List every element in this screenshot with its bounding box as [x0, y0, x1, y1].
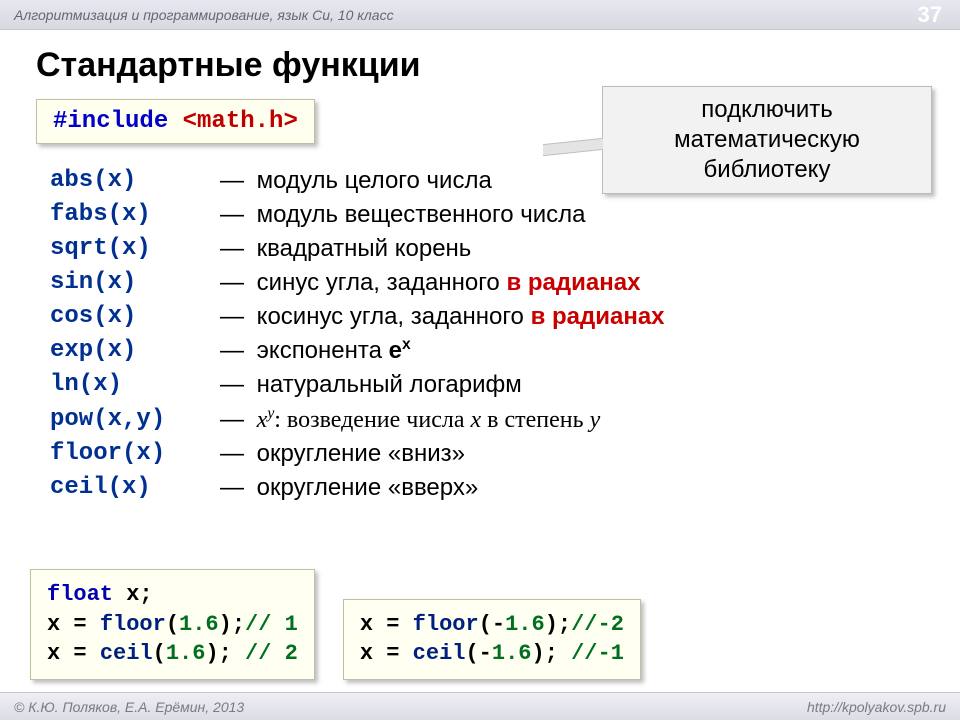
code-number: 1.6	[505, 612, 545, 637]
function-desc: модуль целого числа	[257, 167, 492, 194]
function-desc: натуральный логарифм	[257, 371, 522, 398]
code-text: );	[205, 641, 245, 666]
callout-line: подключить	[701, 96, 832, 123]
function-desc: экспонента ex	[257, 337, 411, 364]
function-list: abs(x)— модуль целого числаfabs(x)— моду…	[50, 164, 930, 505]
function-name: pow(x,y)	[50, 403, 220, 437]
function-desc: округление «вверх»	[257, 474, 479, 501]
function-name: ln(x)	[50, 368, 220, 402]
callout-line: математическую	[674, 126, 860, 153]
dash: —	[220, 337, 251, 364]
include-directive-box: #include <math.h>	[36, 99, 315, 144]
code-keyword: float	[47, 582, 113, 607]
function-desc: косинус угла, заданного в радианах	[257, 303, 665, 330]
code-text: x =	[360, 641, 413, 666]
dash: —	[220, 440, 251, 467]
callout-box: подключить математическую библиотеку	[602, 86, 932, 194]
footer-url: http://kpolyakov.spb.ru	[807, 693, 946, 721]
code-comment: //-2	[571, 612, 624, 637]
function-row: exp(x)— экспонента ex	[50, 334, 930, 368]
code-text: );	[219, 612, 245, 637]
function-name: cos(x)	[50, 300, 220, 334]
code-line: x = floor(-1.6);//-2	[360, 610, 624, 640]
dash: —	[220, 269, 251, 296]
function-row: fabs(x)— модуль вещественного числа	[50, 198, 930, 232]
slide-title: Стандартные функции	[36, 46, 930, 85]
function-name: ceil(x)	[50, 471, 220, 505]
header-subject: Алгоритмизация и программирование, язык …	[14, 7, 394, 23]
code-number: 1.6	[179, 612, 219, 637]
code-comment: // 2	[245, 641, 298, 666]
function-row: floor(x)— округление «вниз»	[50, 437, 930, 471]
function-name: abs(x)	[50, 164, 220, 198]
code-comment: //-1	[571, 641, 624, 666]
function-row: sqrt(x)— квадратный корень	[50, 232, 930, 266]
function-name: fabs(x)	[50, 198, 220, 232]
code-fn: floor	[413, 612, 479, 637]
function-row: cos(x)— косинус угла, заданного в радиан…	[50, 300, 930, 334]
code-line: x = ceil(-1.6); //-1	[360, 639, 624, 669]
function-name: floor(x)	[50, 437, 220, 471]
dash: —	[220, 406, 251, 433]
dash: —	[220, 201, 251, 228]
highlight-red: в радианах	[506, 269, 640, 296]
code-fn: floor	[100, 612, 166, 637]
code-example-right: x = floor(-1.6);//-2 x = ceil(-1.6); //-…	[343, 599, 641, 680]
code-comment: // 1	[245, 612, 298, 637]
code-example-left: float x; x = floor(1.6);// 1 x = ceil(1.…	[30, 569, 315, 680]
slide-content: Стандартные функции #include <math.h> по…	[0, 30, 960, 505]
function-desc: модуль вещественного числа	[257, 201, 586, 228]
code-text: x =	[47, 612, 100, 637]
dash: —	[220, 371, 251, 398]
code-fn: ceil	[100, 641, 153, 666]
code-text: (	[153, 641, 166, 666]
code-line: float x;	[47, 580, 298, 610]
code-number: 1.6	[492, 641, 532, 666]
footer-copyright: © К.Ю. Поляков, Е.А. Ерёмин, 2013	[14, 699, 244, 715]
code-fn: ceil	[413, 641, 466, 666]
code-text: );	[532, 641, 572, 666]
function-desc: квадратный корень	[257, 235, 472, 262]
code-text: (-	[465, 641, 491, 666]
code-text: x;	[113, 582, 153, 607]
function-row: ceil(x)— округление «вверх»	[50, 471, 930, 505]
function-name: sin(x)	[50, 266, 220, 300]
code-text: (	[166, 612, 179, 637]
dash: —	[220, 474, 251, 501]
page-number: 37	[918, 0, 942, 30]
code-line: x = ceil(1.6); // 2	[47, 639, 298, 669]
include-header: <math.h>	[183, 108, 298, 135]
footer-bar: © К.Ю. Поляков, Е.А. Ерёмин, 2013 http:/…	[0, 692, 960, 720]
function-row: pow(x,y)— xy: возведение числа x в степе…	[50, 403, 930, 437]
dash: —	[220, 167, 251, 194]
highlight-red: в радианах	[531, 303, 665, 330]
examples-row: float x; x = floor(1.6);// 1 x = ceil(1.…	[30, 569, 930, 680]
function-desc: округление «вниз»	[257, 440, 465, 467]
function-name: exp(x)	[50, 334, 220, 368]
code-text: (-	[479, 612, 505, 637]
function-row: sin(x)— синус угла, заданного в радианах	[50, 266, 930, 300]
function-desc: xy: возведение числа x в степень y	[257, 407, 601, 433]
function-row: ln(x)— натуральный логарифм	[50, 368, 930, 402]
header-bar: Алгоритмизация и программирование, язык …	[0, 0, 960, 30]
code-text: );	[545, 612, 571, 637]
include-keyword: #include	[53, 108, 168, 135]
code-number: 1.6	[166, 641, 206, 666]
code-text: x =	[360, 612, 413, 637]
dash: —	[220, 235, 251, 262]
dash: —	[220, 303, 251, 330]
function-name: sqrt(x)	[50, 232, 220, 266]
callout-line: библиотеку	[704, 156, 831, 183]
code-text: x =	[47, 641, 100, 666]
code-line: x = floor(1.6);// 1	[47, 610, 298, 640]
function-desc: синус угла, заданного в радианах	[257, 269, 641, 296]
